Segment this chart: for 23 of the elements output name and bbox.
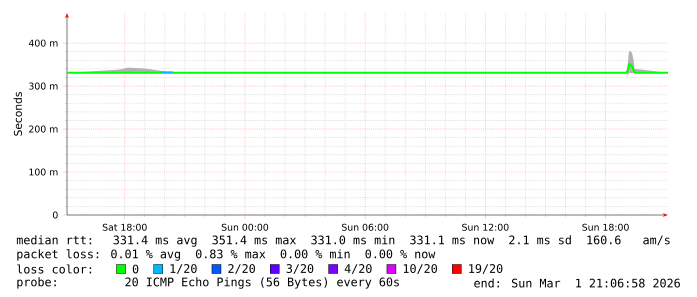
y-tick-label: 400 m [28,40,58,47]
x-tick-label: Sun 06:00 [342,224,388,231]
x-tick-label: Sun 00:00 [222,224,268,231]
x-tick-label: Sun 18:00 [582,224,629,231]
text: probe: 20 ICMP Echo Pings (56 Bytes) every 60s [17,277,399,289]
y-tick-label: 100 m [29,168,58,176]
y-tick-label: 0 [52,211,58,219]
legend-label: 0 [132,264,138,274]
legend-label: 10/20 [404,264,438,274]
text: median rtt: 331.4 ms avg 351.4 ms max 331.0 ms min 331.1 ms now 2.1 ms sd 160.6 am/s [16,235,670,247]
text: end: Sun Mar 1 21:06:58 2026 [474,278,680,288]
legend-label: 4/20 [344,264,372,274]
y-axis-title: Seconds [14,92,22,136]
legend-title: loss color: [17,264,92,274]
legend-label: 2/20 [228,264,255,274]
x-tick-label: Sat 18:00 [102,224,147,231]
text: packet loss: 0.01 % avg 0.83 % max 0.00 % min 0.00 % now [17,249,436,261]
legend-label: 3/20 [286,264,314,274]
x-tick-label: Sun 12:00 [462,224,509,231]
y-tick-label: 200 m [29,126,58,133]
legend-label: 19/20 [469,264,502,274]
y-tick-label: 300 m [29,82,58,90]
legend-label: 1/20 [170,264,197,274]
